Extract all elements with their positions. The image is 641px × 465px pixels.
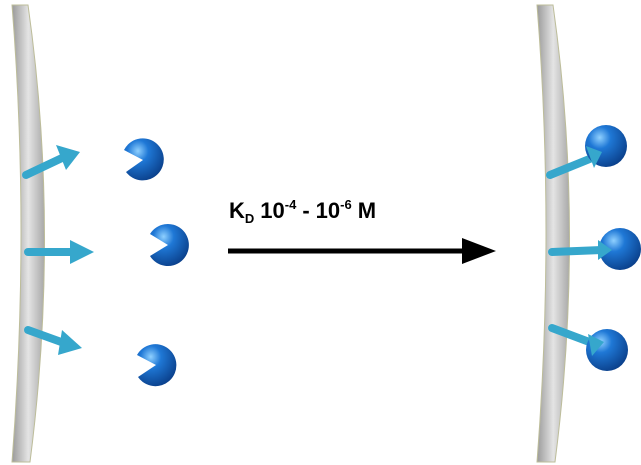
reaction-arrow xyxy=(228,238,496,264)
receptors-right xyxy=(546,154,606,347)
receptor-heads-right xyxy=(586,146,612,356)
kd-symbol: K xyxy=(229,198,245,223)
to-base: 10 xyxy=(316,198,340,223)
membrane-left xyxy=(11,4,45,463)
from-base: 10 xyxy=(260,198,284,223)
ligands-bound xyxy=(585,125,641,371)
arrow-label: KD 10-4-10-6 M xyxy=(229,197,376,226)
ligands-free xyxy=(124,138,189,387)
kd-subscript: D xyxy=(245,211,254,226)
from-exponent: -4 xyxy=(285,197,297,212)
to-exponent: -6 xyxy=(340,197,352,212)
receptors-left xyxy=(22,145,94,355)
separator: - xyxy=(302,198,309,223)
unit: M xyxy=(358,198,376,223)
membrane-right xyxy=(536,4,570,463)
